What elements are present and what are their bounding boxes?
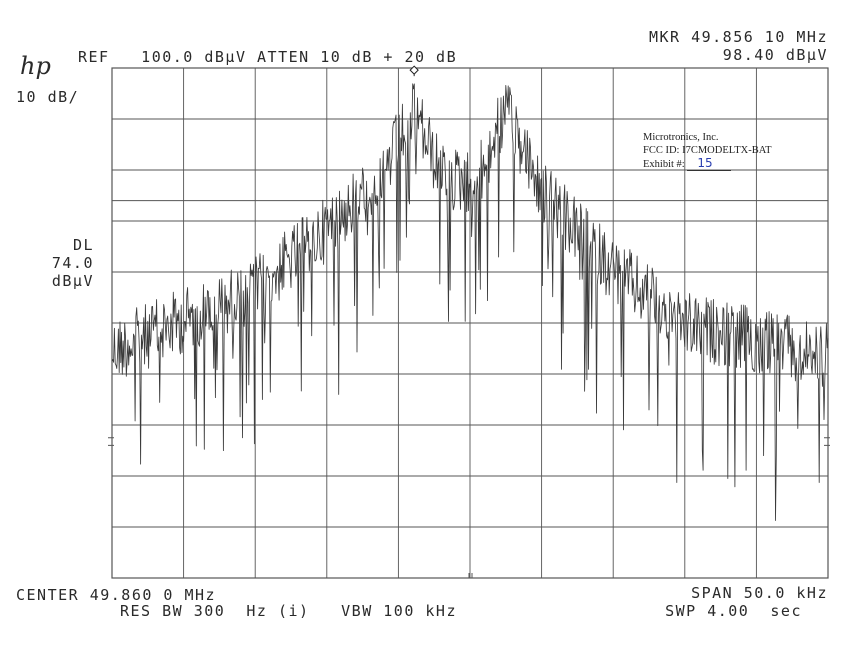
exhibit-label-stamp: Microtronics, Inc. FCC ID: I7CMODELTX-BA…: [643, 131, 772, 171]
span-readout: SPAN 50.0 kHz: [691, 584, 828, 602]
exhibit-number: 15: [687, 156, 731, 171]
exhibit-label: Exhibit #:: [643, 159, 685, 170]
scale-readout: 10 dB/: [16, 88, 80, 106]
display-line-unit: dBµV: [51, 272, 94, 290]
sweep-readout: SWP 4.00 sec: [665, 602, 802, 620]
marker-frequency-readout: MKR 49.856 10 MHz: [648, 28, 828, 46]
fcc-id: FCC ID: I7CMODELTX-BAT: [643, 145, 772, 156]
marker-diamond: [409, 65, 419, 75]
center-frequency-readout: CENTER 49.860 0 MHz: [16, 586, 217, 604]
company-name: Microtronics, Inc.: [643, 132, 719, 143]
spectrum-trace-line: [111, 83, 829, 521]
display-line-value: 74.0: [51, 254, 94, 272]
bandwidth-readout: RES BW 300 Hz (i) VBW 100 kHz: [120, 602, 457, 620]
display-line-label: DL: [72, 236, 94, 254]
hp-logo: hp: [20, 52, 51, 80]
spectrum-trace: [111, 83, 829, 521]
center-tick: [468, 573, 473, 578]
edge-ticks: [108, 437, 830, 446]
marker-level-readout: 98.40 dBµV: [722, 46, 828, 64]
marker-layer: [409, 65, 419, 77]
ref-atten-readout: REF 100.0 dBµV ATTEN 10 dB + 20 dB: [78, 48, 458, 66]
graticule: [108, 67, 830, 579]
